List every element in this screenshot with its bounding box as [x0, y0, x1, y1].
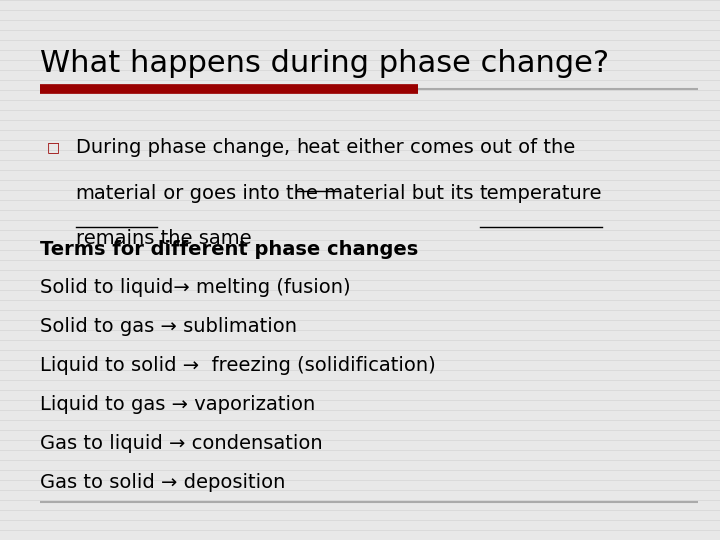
Text: material: material: [76, 184, 157, 202]
Text: Gas to liquid → condensation: Gas to liquid → condensation: [40, 434, 323, 453]
Text: During phase change,: During phase change,: [76, 138, 296, 157]
Text: remains the same: remains the same: [76, 230, 251, 248]
Text: or goes into the material but its: or goes into the material but its: [157, 184, 480, 202]
Text: heat: heat: [296, 138, 340, 157]
Text: What happens during phase change?: What happens during phase change?: [40, 49, 608, 78]
Text: Gas to solid → deposition: Gas to solid → deposition: [40, 472, 285, 491]
Text: □: □: [47, 140, 60, 154]
Text: either comes out of the: either comes out of the: [340, 138, 575, 157]
Text: Liquid to gas → vaporization: Liquid to gas → vaporization: [40, 395, 315, 414]
Text: Solid to liquid→ melting (fusion): Solid to liquid→ melting (fusion): [40, 278, 350, 297]
Text: Liquid to solid →  freezing (solidification): Liquid to solid → freezing (solidificati…: [40, 356, 436, 375]
Text: temperature: temperature: [480, 184, 602, 202]
Text: Terms for different phase changes: Terms for different phase changes: [40, 240, 418, 259]
Text: Solid to gas → sublimation: Solid to gas → sublimation: [40, 317, 297, 336]
